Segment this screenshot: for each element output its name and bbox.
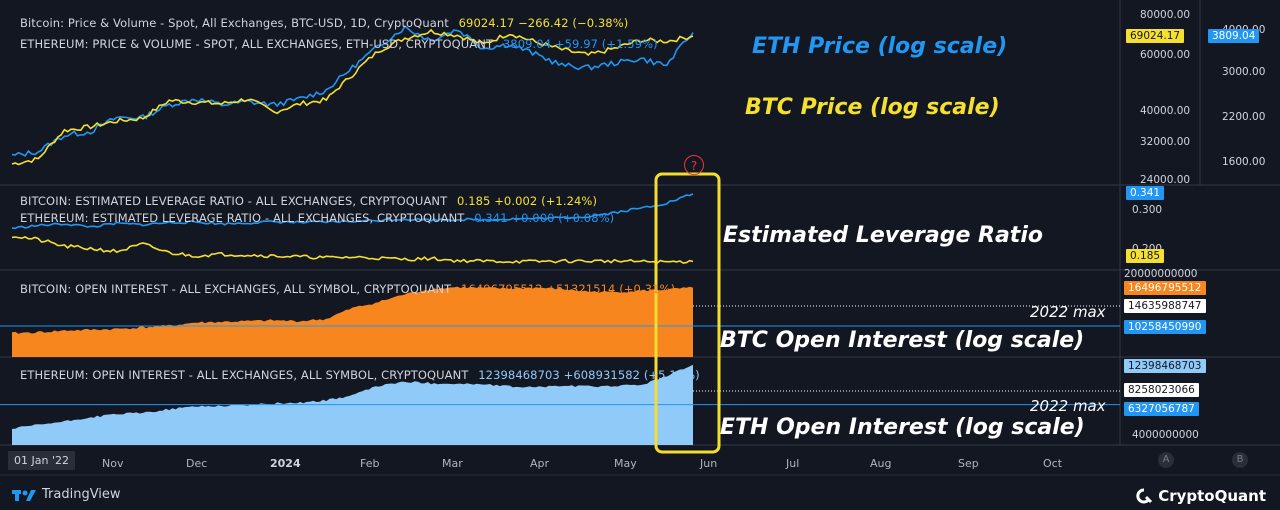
highlight-box: [654, 172, 721, 454]
btc-price-legend-values: 69024.17 −266.42 (−0.38%): [458, 16, 629, 30]
eth-price-legend-values: 3809.04 +59.97 (+1.59%): [502, 37, 658, 51]
btc-oi-current-badge: 16496795512: [1124, 281, 1206, 295]
btc-oi-legend-values: 16496795512 +51321514 (+0.31%): [461, 282, 676, 296]
x-tick-2024: 2024: [270, 457, 301, 470]
auto-scale-button[interactable]: A: [1158, 452, 1174, 468]
eth-price-legend-title: ETHEREUM: PRICE & VOLUME - SPOT, ALL EXC…: [20, 37, 494, 51]
btc-price-badge: 69024.17: [1126, 29, 1185, 43]
eth-leverage-legend: ETHEREUM: ESTIMATED LEVERAGE RATIO - ALL…: [20, 211, 614, 225]
series-layer: [0, 24, 1120, 454]
eth-oi-tick: 4000000000: [1132, 429, 1199, 441]
x-tick-nov: Nov: [102, 457, 124, 470]
btc-price-line: [11, 28, 694, 166]
price-tick-24000: 24000.00: [1140, 174, 1191, 186]
x-tick-jun: Jun: [700, 457, 718, 470]
eth-leverage-legend-values: 0.341 +0.000 (+0.08%): [474, 211, 615, 225]
btc-leverage-legend-title: BITCOIN: ESTIMATED LEVERAGE RATIO - ALL …: [20, 194, 448, 208]
eth-oi-legend: ETHEREUM: OPEN INTEREST - ALL EXCHANGES,…: [20, 368, 700, 382]
btc-oi-legend: BITCOIN: OPEN INTEREST - ALL EXCHANGES, …: [20, 282, 675, 296]
eth-oi-legend-values: 12398468703 +608931582 (+5.17%): [478, 368, 700, 382]
eth-oi-2022-max-label: 2022 max: [1030, 397, 1106, 415]
x-tick-may: May: [614, 457, 637, 470]
btc-oi-area: [12, 286, 693, 357]
tradingview-text: TradingView: [42, 487, 121, 502]
eth-leverage-legend-title: ETHEREUM: ESTIMATED LEVERAGE RATIO - ALL…: [20, 211, 465, 225]
btc-leverage-line: [11, 236, 694, 265]
eth-tick-1600: 1600.00: [1222, 156, 1266, 168]
cryptoquant-text: CryptoQuant: [1158, 487, 1266, 505]
eth-tick-2200: 2200.00: [1222, 111, 1266, 123]
leverage-tick-0300: 0.300: [1132, 204, 1163, 216]
eth-price-badge: 3809.04: [1208, 29, 1260, 43]
btc-price-legend-title: Bitcoin: Price & Volume - Spot, All Exch…: [20, 16, 449, 30]
cryptoquant-logo[interactable]: CryptoQuant: [1135, 487, 1266, 505]
btc-oi-legend-title: BITCOIN: OPEN INTEREST - ALL EXCHANGES, …: [20, 282, 452, 296]
annotation-btc-oi: BTC Open Interest (log scale): [720, 328, 1085, 353]
price-tick-40000: 40000.00: [1140, 105, 1191, 117]
eth-leverage-line: [11, 193, 694, 230]
eth-price-line: [11, 24, 694, 157]
btc-oi-tick: 20000000000: [1124, 268, 1198, 280]
alert-marker-icon[interactable]: ?: [684, 155, 704, 175]
x-tick-feb: Feb: [360, 457, 380, 470]
log-scale-button[interactable]: B: [1232, 452, 1248, 468]
annotation-eth-oi: ETH Open Interest (log scale): [720, 415, 1085, 440]
eth-oi-legend-title: ETHEREUM: OPEN INTEREST - ALL EXCHANGES,…: [20, 368, 469, 382]
eth-oi-max-badge: 6327056787: [1124, 402, 1199, 416]
price-tick-32000: 32000.00: [1140, 136, 1191, 148]
btc-leverage-badge: 0.185: [1126, 249, 1165, 263]
tradingview-logo[interactable]: TradingView: [12, 487, 121, 502]
x-tick-aug: Aug: [870, 457, 892, 470]
annotation-btc-price: BTC Price (log scale): [745, 95, 1000, 120]
x-tick-apr: Apr: [530, 457, 550, 470]
footer-bar: TradingView CryptoQuant: [0, 482, 1280, 510]
x-tick-sep: Sep: [958, 457, 979, 470]
btc-leverage-legend: BITCOIN: ESTIMATED LEVERAGE RATIO - ALL …: [20, 194, 597, 208]
eth-price-legend: ETHEREUM: PRICE & VOLUME - SPOT, ALL EXC…: [20, 37, 658, 51]
btc-oi-max-badge: 10258450990: [1124, 320, 1206, 334]
x-axis-start-label: 01 Jan '22: [8, 451, 75, 470]
eth-leverage-badge: 0.341: [1126, 186, 1165, 200]
eth-oi-current-badge: 12398468703: [1124, 359, 1206, 373]
eth-oi-mid-badge: 8258023066: [1124, 383, 1199, 397]
btc-oi-mid-badge: 14635988747: [1124, 299, 1206, 313]
btc-oi-2022-max-label: 2022 max: [1030, 303, 1106, 321]
x-tick-jul: Jul: [786, 457, 800, 470]
x-tick-mar: Mar: [442, 457, 463, 470]
x-tick-dec: Dec: [186, 457, 208, 470]
btc-price-legend: Bitcoin: Price & Volume - Spot, All Exch…: [20, 16, 628, 30]
annotation-leverage: Estimated Leverage Ratio: [723, 223, 1043, 248]
price-tick-60000: 60000.00: [1140, 49, 1191, 61]
tradingview-icon: [12, 489, 36, 501]
price-tick-80000: 80000.00: [1140, 9, 1191, 21]
btc-leverage-legend-values: 0.185 +0.002 (+1.24%): [457, 194, 598, 208]
annotation-eth-price: ETH Price (log scale): [752, 34, 1008, 59]
x-tick-oct: Oct: [1043, 457, 1063, 470]
cryptoquant-icon: [1136, 488, 1153, 504]
eth-tick-3000: 3000.00: [1222, 66, 1266, 78]
